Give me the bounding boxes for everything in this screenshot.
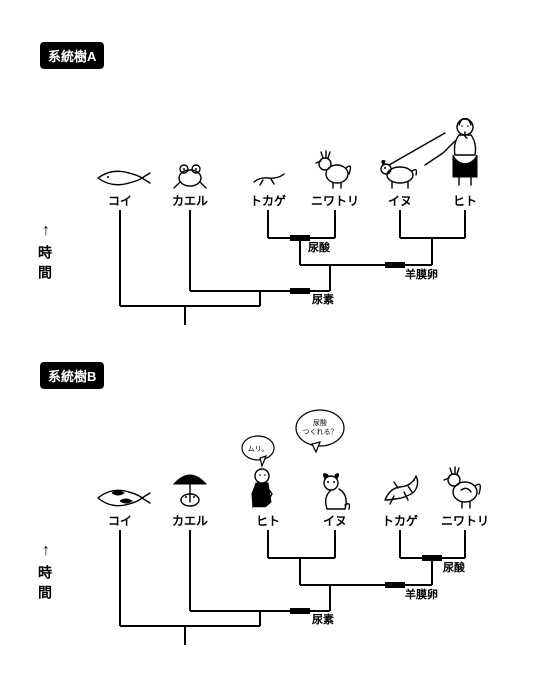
svg-text:ヒト: ヒト [453,194,477,208]
svg-text:尿素: 尿素 [312,612,334,626]
svg-text:尿酸: 尿酸 [313,418,327,427]
svg-text:尿素: 尿素 [312,292,334,306]
svg-text:コイ: コイ [108,194,132,208]
svg-text:トカゲ: トカゲ [250,193,286,208]
svg-text:コイ: コイ [108,514,132,528]
svg-text:トカゲ: トカゲ [382,513,418,528]
svg-text:羊膜卵: 羊膜卵 [405,587,438,601]
svg-text:カエル: カエル [172,514,208,528]
svg-text:カエル: カエル [172,194,208,208]
svg-text:つくれる？: つくれる？ [303,428,338,436]
svg-text:尿酸: 尿酸 [308,240,331,254]
svg-text:イヌ: イヌ [323,514,347,528]
tree-a: コイ カエル トカゲ ニワトリ イヌ ヒト 尿酸 羊膜卵 尿素 [0,0,550,330]
svg-text:尿酸: 尿酸 [443,560,466,574]
svg-text:羊膜卵: 羊膜卵 [405,267,438,281]
svg-text:ムリ。: ムリ。 [248,445,269,453]
speech-bubbles: 尿酸 つくれる？ ムリ。 [242,410,344,466]
svg-text:イヌ: イヌ [388,194,412,208]
svg-text:ニワトリ: ニワトリ [311,194,359,208]
tree-b: 尿酸 つくれる？ ムリ。 コイ カエル ヒト イヌ トカゲ ニワトリ 尿酸 羊膜… [0,320,550,660]
svg-text:ニワトリ: ニワトリ [441,514,489,528]
svg-text:ヒト: ヒト [256,514,280,528]
